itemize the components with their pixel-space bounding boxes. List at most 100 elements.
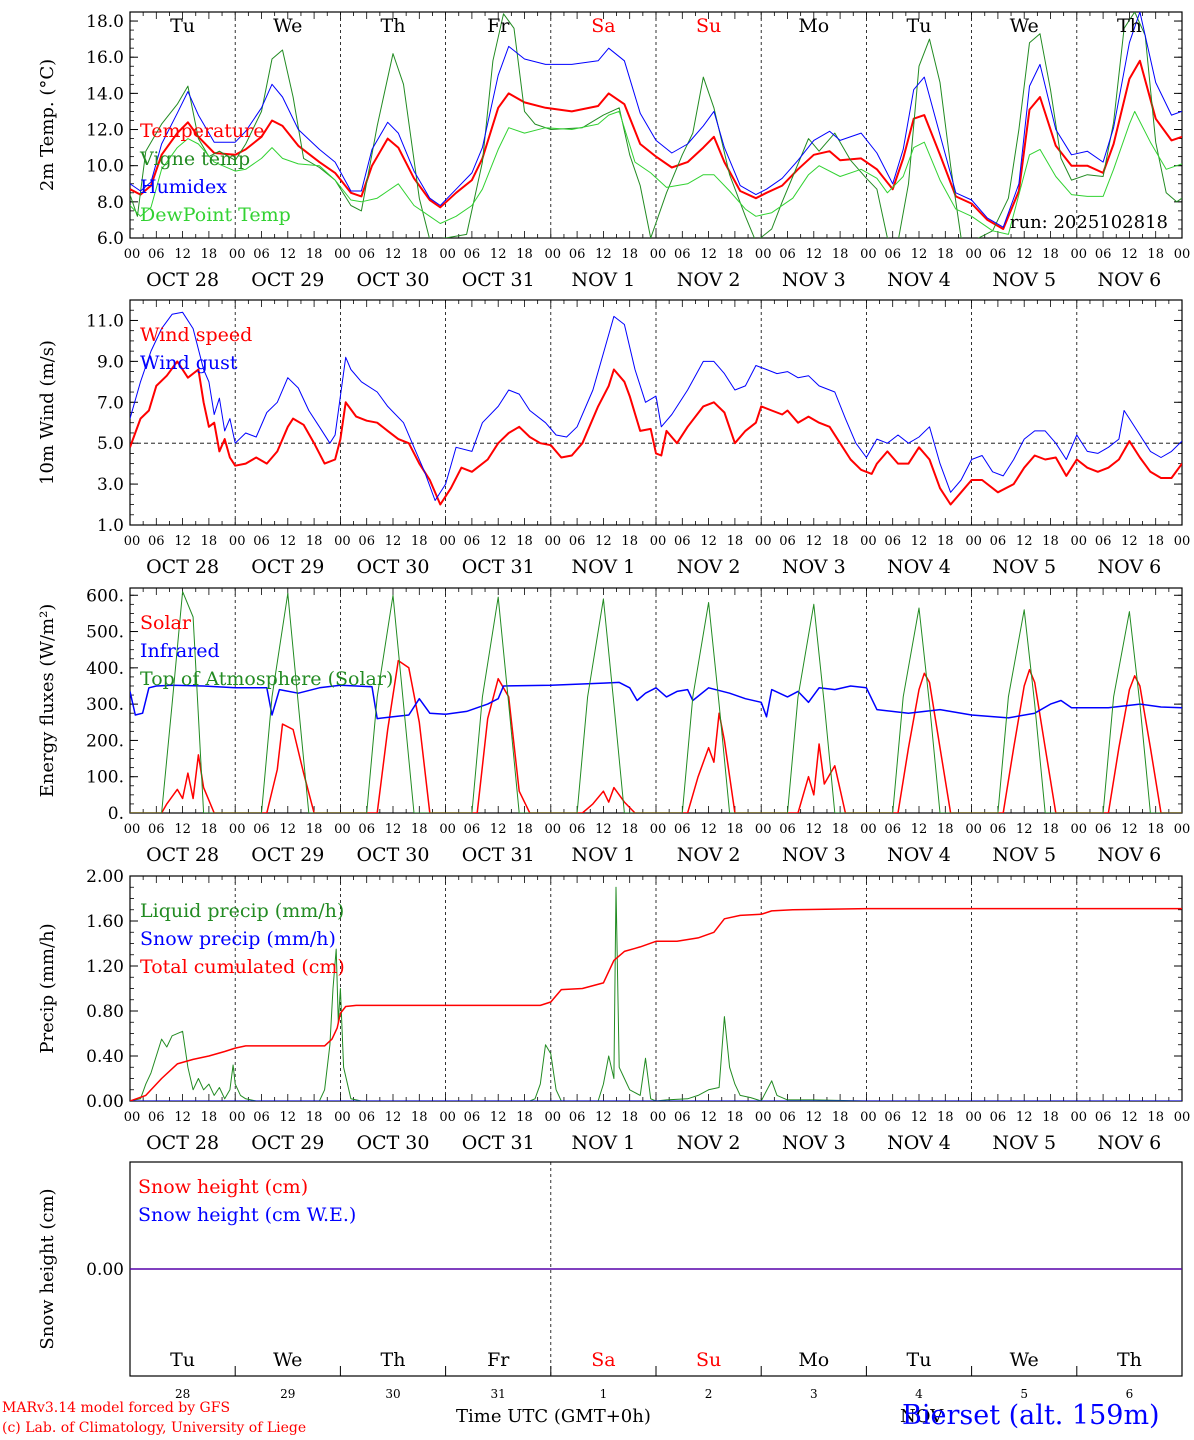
day-number: 29 bbox=[280, 1387, 295, 1401]
hour-label: 12 bbox=[1121, 822, 1138, 837]
day-name: Su bbox=[696, 15, 721, 37]
hour-label: 06 bbox=[358, 247, 375, 262]
hour-label: 12 bbox=[490, 534, 507, 549]
hour-label: 06 bbox=[1095, 1110, 1112, 1125]
hour-label: 00 bbox=[439, 1110, 456, 1125]
day-number: 6 bbox=[1126, 1387, 1134, 1401]
hour-label: 12 bbox=[1121, 247, 1138, 262]
hour-label: 18 bbox=[727, 822, 744, 837]
hour-label: 18 bbox=[1042, 1110, 1059, 1125]
day-name: Mo bbox=[798, 15, 829, 37]
date-label: NOV 4 bbox=[887, 556, 951, 578]
y-tick-label: 7.0 bbox=[97, 393, 124, 413]
day-name: Fr bbox=[487, 15, 510, 37]
series-line-top-of-atmosphere-solar- bbox=[130, 591, 1182, 813]
hour-label: 00 bbox=[1174, 822, 1191, 837]
date-label: OCT 28 bbox=[146, 269, 219, 291]
hour-label: 18 bbox=[621, 822, 638, 837]
hour-label: 12 bbox=[174, 247, 191, 262]
hour-label: 12 bbox=[1016, 534, 1033, 549]
legend-entry: Snow precip (mm/h) bbox=[140, 928, 336, 950]
panel-snow: 0.00 Snow height (cm) Snow height (cm) Snow… bbox=[37, 1161, 1183, 1401]
hour-label: 12 bbox=[385, 822, 402, 837]
hour-label: 06 bbox=[990, 534, 1007, 549]
hour-label: 00 bbox=[650, 247, 667, 262]
hour-label: 12 bbox=[490, 1110, 507, 1125]
hour-label: 12 bbox=[174, 534, 191, 549]
hour-label: 06 bbox=[569, 534, 586, 549]
date-label: NOV 6 bbox=[1098, 269, 1162, 291]
hour-label: 00 bbox=[439, 534, 456, 549]
y-tick-label: 1.60 bbox=[86, 912, 124, 932]
panel-wind: 1.0 3.0 5.0 7.0 9.0 11.0 10m Wind (m/s) Wind sp… bbox=[37, 299, 1190, 578]
hour-label: 18 bbox=[832, 1110, 849, 1125]
day-number: 31 bbox=[491, 1387, 506, 1401]
hour-label: 18 bbox=[1147, 247, 1164, 262]
hour-label: 06 bbox=[1095, 534, 1112, 549]
hour-label: 00 bbox=[965, 534, 982, 549]
hour-label: 12 bbox=[280, 247, 297, 262]
hour-label: 00 bbox=[1071, 247, 1088, 262]
date-label: NOV 3 bbox=[782, 844, 846, 866]
hour-label: 06 bbox=[464, 247, 481, 262]
hour-label: 12 bbox=[595, 534, 612, 549]
hour-label: 12 bbox=[385, 1110, 402, 1125]
y-tick-label: 5.0 bbox=[97, 434, 124, 454]
date-label: OCT 29 bbox=[251, 269, 324, 291]
hour-label: 00 bbox=[334, 1110, 351, 1125]
hour-label: 12 bbox=[700, 534, 717, 549]
hour-label: 00 bbox=[124, 534, 141, 549]
hour-label: 00 bbox=[229, 1110, 246, 1125]
hour-label: 00 bbox=[1174, 1110, 1191, 1125]
date-label: OCT 30 bbox=[356, 269, 429, 291]
date-label: NOV 1 bbox=[572, 844, 636, 866]
y-axis-label: Energy fluxes (W/m²) bbox=[37, 604, 58, 798]
hour-label: 00 bbox=[1071, 822, 1088, 837]
hour-label: 00 bbox=[860, 247, 877, 262]
hour-label: 12 bbox=[280, 534, 297, 549]
date-label: OCT 28 bbox=[146, 1132, 219, 1154]
panel-temp: 6.0 8.0 10.0 12.0 14.0 16.0 18.0 2m Temp. (°C) T… bbox=[37, 11, 1191, 291]
hour-label: 06 bbox=[990, 1110, 1007, 1125]
hour-label: 18 bbox=[411, 1110, 428, 1125]
hour-label: 18 bbox=[306, 534, 323, 549]
date-label: OCT 31 bbox=[462, 269, 535, 291]
y-tick-label: 300. bbox=[86, 695, 124, 715]
y-axis-label: 2m Temp. (°C) bbox=[37, 59, 58, 191]
date-label: OCT 29 bbox=[251, 556, 324, 578]
hour-label: 06 bbox=[674, 247, 691, 262]
hour-label: 00 bbox=[650, 534, 667, 549]
day-name: Th bbox=[381, 15, 406, 37]
hour-label: 18 bbox=[621, 1110, 638, 1125]
y-tick-label: 3.0 bbox=[97, 475, 124, 495]
y-tick-label: 10.0 bbox=[86, 157, 124, 177]
y-tick-label: 6.0 bbox=[97, 229, 124, 249]
series-line-liquid-precip-mm-h- bbox=[130, 886, 1182, 1101]
hour-label: 18 bbox=[937, 247, 954, 262]
hour-label: 18 bbox=[516, 822, 533, 837]
y-tick-label: 0.80 bbox=[86, 1002, 124, 1022]
hour-label: 00 bbox=[1174, 247, 1191, 262]
hour-label: 06 bbox=[148, 822, 165, 837]
hour-label: 18 bbox=[411, 247, 428, 262]
y-tick-label: 400. bbox=[86, 659, 124, 679]
hour-label: 12 bbox=[1016, 1110, 1033, 1125]
hour-label: 00 bbox=[545, 247, 562, 262]
station-label: Bierset (alt. 159m) bbox=[902, 1400, 1160, 1431]
legend-entry: Humidex bbox=[140, 176, 227, 198]
hour-label: 18 bbox=[621, 247, 638, 262]
hour-label: 12 bbox=[595, 247, 612, 262]
hour-label: 06 bbox=[148, 1110, 165, 1125]
hour-label: 12 bbox=[911, 247, 928, 262]
hour-label: 12 bbox=[911, 534, 928, 549]
hour-label: 06 bbox=[148, 247, 165, 262]
series-line-wind-gust bbox=[130, 311, 1182, 501]
hour-label: 18 bbox=[1147, 534, 1164, 549]
series-line-temperature bbox=[130, 59, 1182, 230]
date-label: NOV 2 bbox=[677, 844, 741, 866]
run-label: run: 2025102818 bbox=[1010, 212, 1168, 233]
hour-label: 00 bbox=[650, 822, 667, 837]
legend-entry: Liquid precip (mm/h) bbox=[140, 900, 344, 922]
day-name: We bbox=[273, 1349, 302, 1371]
